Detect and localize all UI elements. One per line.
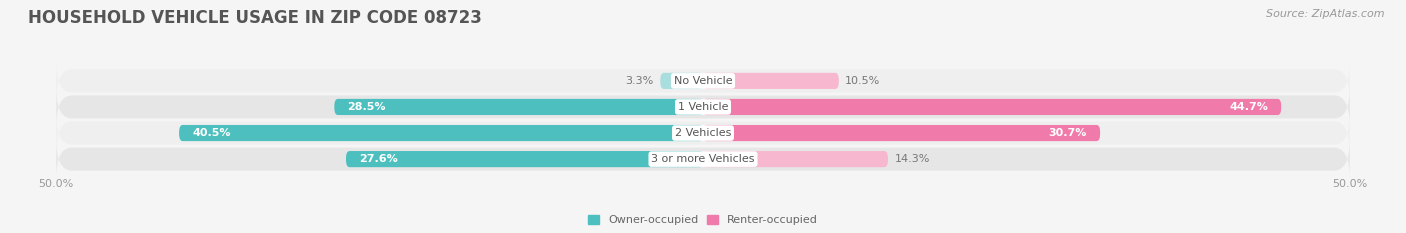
Text: HOUSEHOLD VEHICLE USAGE IN ZIP CODE 08723: HOUSEHOLD VEHICLE USAGE IN ZIP CODE 0872…	[28, 9, 482, 27]
Text: 44.7%: 44.7%	[1229, 102, 1268, 112]
Text: 28.5%: 28.5%	[347, 102, 385, 112]
Text: 30.7%: 30.7%	[1049, 128, 1087, 138]
FancyBboxPatch shape	[56, 61, 1350, 101]
Text: 3.3%: 3.3%	[626, 76, 654, 86]
Legend: Owner-occupied, Renter-occupied: Owner-occupied, Renter-occupied	[583, 210, 823, 230]
FancyBboxPatch shape	[56, 87, 1350, 127]
FancyBboxPatch shape	[703, 151, 889, 167]
FancyBboxPatch shape	[179, 125, 703, 141]
Text: 2 Vehicles: 2 Vehicles	[675, 128, 731, 138]
Text: 1 Vehicle: 1 Vehicle	[678, 102, 728, 112]
Text: 40.5%: 40.5%	[193, 128, 231, 138]
FancyBboxPatch shape	[703, 99, 1281, 115]
Text: 10.5%: 10.5%	[845, 76, 880, 86]
Text: No Vehicle: No Vehicle	[673, 76, 733, 86]
Text: Source: ZipAtlas.com: Source: ZipAtlas.com	[1267, 9, 1385, 19]
Text: 14.3%: 14.3%	[894, 154, 929, 164]
FancyBboxPatch shape	[56, 139, 1350, 179]
FancyBboxPatch shape	[661, 73, 703, 89]
Text: 3 or more Vehicles: 3 or more Vehicles	[651, 154, 755, 164]
FancyBboxPatch shape	[346, 151, 703, 167]
FancyBboxPatch shape	[56, 113, 1350, 153]
FancyBboxPatch shape	[335, 99, 703, 115]
Text: 27.6%: 27.6%	[359, 154, 398, 164]
FancyBboxPatch shape	[703, 73, 839, 89]
FancyBboxPatch shape	[703, 125, 1099, 141]
